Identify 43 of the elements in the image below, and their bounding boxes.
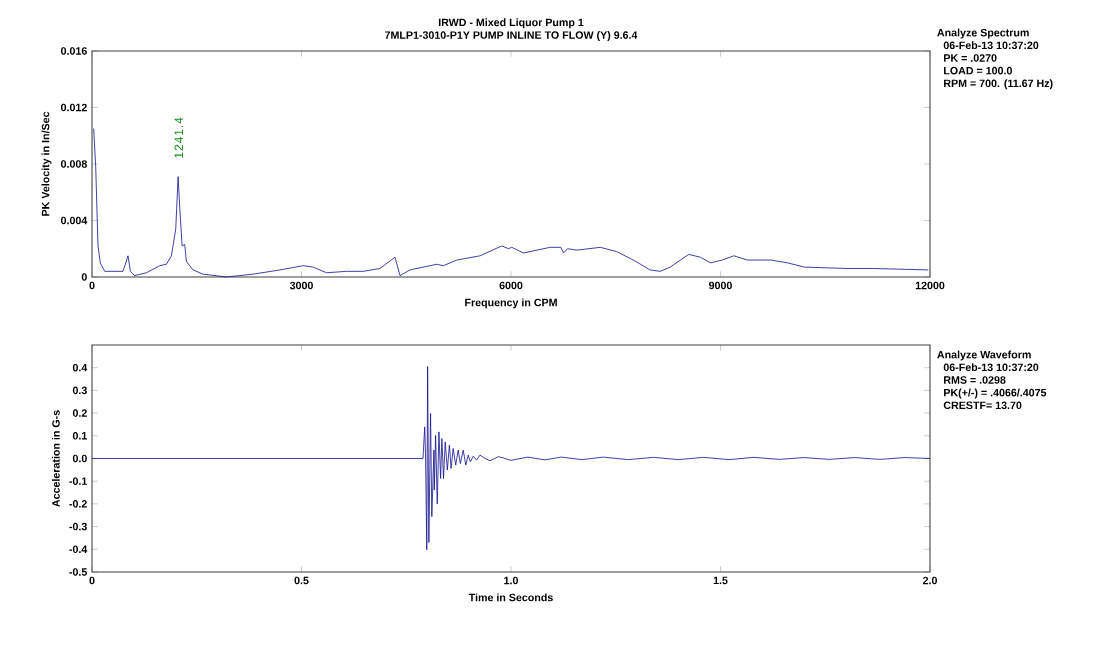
text: PK = .0270: [944, 54, 997, 62]
x-tick-label: 12000: [915, 281, 945, 290]
x-tick-label: 1.5: [713, 576, 728, 585]
chart-subtitle: 7MLP1-3010-P1Y PUMP INLINE TO FLOW (Y) 9.6.4: [385, 31, 638, 41]
x-tick-label: 2.0: [922, 576, 937, 585]
y-tick-label: -0.3: [69, 522, 87, 531]
line-series: [91, 366, 931, 551]
text: 06-Feb-13 10:37:20: [943, 363, 1039, 372]
text: LOAD = 100.0: [944, 66, 1012, 75]
y-tick-label: -0.2: [69, 500, 87, 508]
y-tick-label: -0.5: [69, 568, 87, 576]
annotation: 1241.4: [174, 117, 183, 158]
y-tick-label: 0.0: [72, 454, 87, 463]
y-tick-label: 0.3: [72, 386, 87, 395]
x-tick-label: 3000: [289, 281, 313, 290]
y-axis-title: Acceleration in G-s: [51, 410, 60, 507]
y-axis-title: PK Velocity in In/Sec: [41, 111, 52, 216]
x-tick-label: 0.5: [294, 576, 309, 585]
y-tick-label: -0.1: [69, 477, 87, 485]
y-tick-label: 0.4: [72, 363, 88, 372]
y-tick-label: 0.016: [61, 47, 87, 55]
text: PK(+/-) = .4066/.4075: [944, 388, 1047, 399]
text: Analyze Waveform: [937, 350, 1031, 361]
x-tick-label: 1.0: [504, 576, 518, 585]
x-tick-label: 6000: [499, 281, 523, 290]
text: RPM = 700. (11.67 Hz): [944, 79, 1053, 90]
x-tick-label: 9000: [709, 281, 732, 290]
y-tick-label: 0.012: [61, 103, 87, 112]
x-axis-title: Frequency in CPM: [465, 298, 557, 309]
y-tick-label: 0.2: [72, 409, 87, 417]
text: RMS = .0298: [944, 376, 1006, 384]
y-tick-label: 0.004: [61, 216, 88, 225]
y-tick-label: 0.008: [61, 160, 87, 168]
text: CRESTF= 13.70: [943, 401, 1022, 410]
text: Analyze Spectrum: [937, 28, 1029, 39]
y-tick-label: 0: [81, 273, 87, 281]
x-tick-label: 0: [89, 281, 95, 290]
y-tick-label: -0.4: [69, 545, 88, 554]
x-axis-title: Time in Seconds: [468, 593, 553, 602]
text: 06-Feb-13 10:37:20: [943, 41, 1039, 50]
x-tick-label: 0: [89, 576, 95, 585]
chart-title: IRWD - Mixed Liquor Pump 1: [438, 18, 584, 29]
y-tick-label: 0.1: [72, 432, 87, 440]
